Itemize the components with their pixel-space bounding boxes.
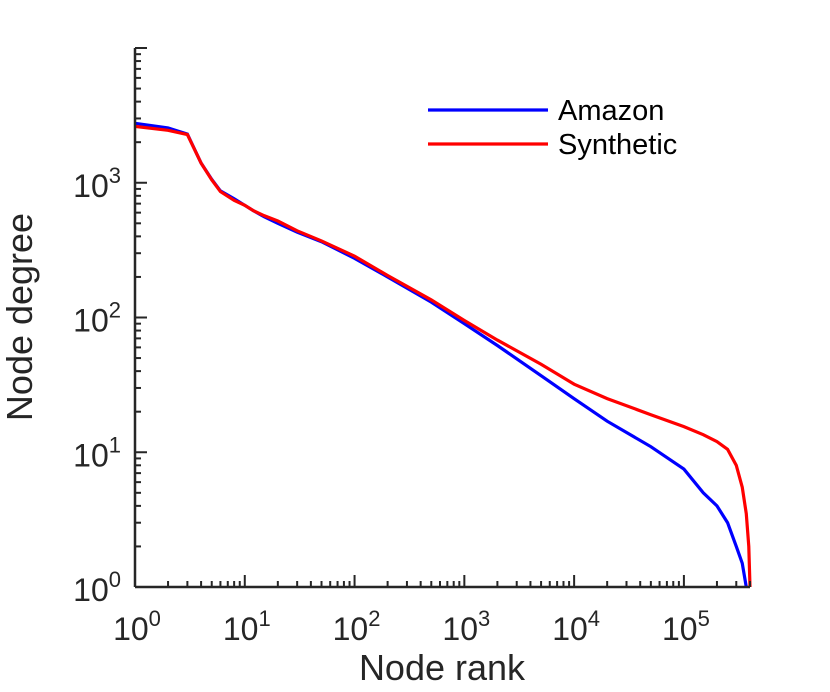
x-tick-label: 100 bbox=[113, 606, 161, 647]
x-tick-label: 104 bbox=[552, 606, 600, 647]
y-tick-label: 100 bbox=[73, 567, 121, 608]
legend-label-amazon: Amazon bbox=[558, 95, 664, 127]
y-tick-label: 101 bbox=[73, 432, 121, 473]
x-axis-label: Node rank bbox=[359, 647, 526, 688]
x-tick-label: 103 bbox=[442, 606, 490, 647]
x-tick-label: 101 bbox=[223, 606, 271, 647]
series-layer bbox=[134, 121, 752, 588]
x-tick-label: 105 bbox=[662, 606, 710, 647]
legend-label-synthetic: Synthetic bbox=[558, 129, 677, 161]
x-tick-label: 102 bbox=[333, 606, 381, 647]
series-line-amazon bbox=[134, 121, 748, 588]
series-line-synthetic bbox=[134, 124, 752, 588]
tick-labels: 100 101 102 103 104 105 100 101 102 103 bbox=[73, 163, 710, 647]
y-tick-label: 103 bbox=[73, 163, 121, 204]
y-tick-label: 102 bbox=[73, 298, 121, 339]
y-axis-label: Node degree bbox=[0, 213, 40, 421]
tick-marks bbox=[134, 47, 751, 588]
